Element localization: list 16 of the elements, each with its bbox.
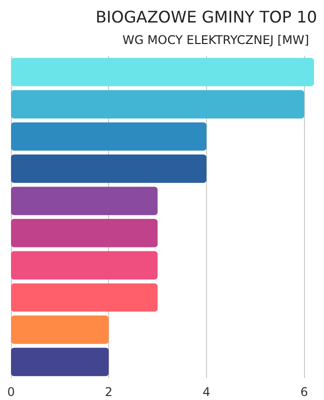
x-tick-label: 4 xyxy=(202,385,210,399)
bar xyxy=(11,122,206,151)
bar xyxy=(11,348,109,376)
x-tick-label: 6 xyxy=(300,385,308,399)
bar xyxy=(11,90,304,118)
chart-title: BIOGAZOWE GMINY TOP 10 xyxy=(96,8,318,26)
bar xyxy=(11,154,206,183)
chart-subtitle: WG MOCY ELEKTRYCZNEJ [MW] xyxy=(122,33,309,47)
bar xyxy=(11,218,158,248)
bar xyxy=(11,251,158,280)
x-tick-label: 0 xyxy=(7,385,15,399)
bar xyxy=(11,58,314,86)
x-tick-label: 2 xyxy=(104,385,113,399)
bar xyxy=(11,186,158,216)
bar xyxy=(11,316,109,344)
bar xyxy=(11,283,158,312)
